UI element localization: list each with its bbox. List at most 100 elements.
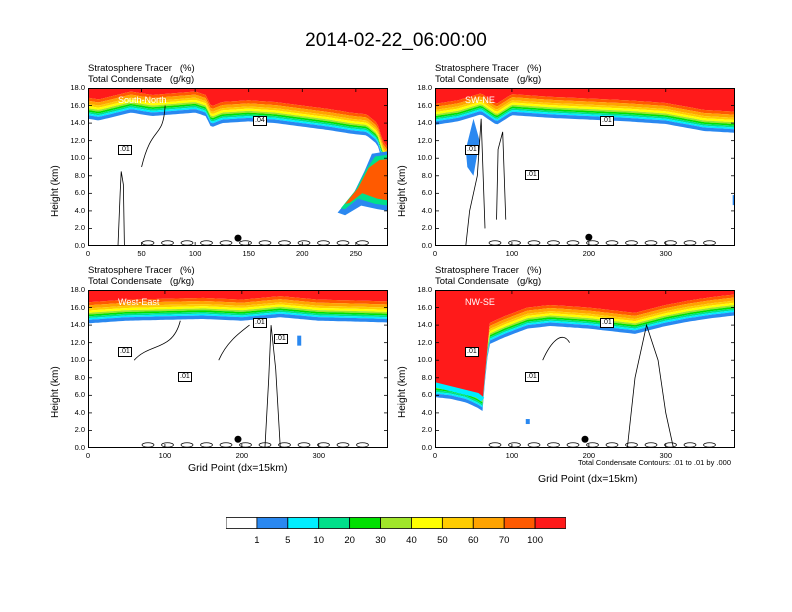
condensate-contour — [133, 320, 181, 361]
tracer-band-4 — [88, 302, 388, 311]
x-tick-label: 0 — [85, 451, 91, 460]
y-tick-label: 8.0 — [421, 372, 432, 382]
y-tick-label: 16.0 — [417, 302, 432, 312]
tracer-band-6 — [88, 306, 388, 315]
condensate-contour — [465, 118, 486, 246]
colorbar-swatch — [534, 517, 566, 529]
condensate-contour — [566, 442, 580, 448]
y-tick-label: 14.0 — [417, 118, 432, 128]
contour-label: .01 — [118, 144, 132, 155]
tracer-band-2 — [88, 91, 388, 151]
contour-label: .01 — [600, 318, 614, 329]
y-tick-label: 10.0 — [417, 355, 432, 365]
contour-label: .01 — [525, 170, 539, 181]
y-tick-label: 4.0 — [74, 407, 85, 417]
y-tick-label: 6.0 — [74, 188, 85, 198]
colorbar — [226, 517, 566, 529]
colorbar-tick-label: 70 — [498, 535, 510, 546]
figure-title: 2014-02-22_06:00:00 — [305, 30, 487, 51]
y-tick-label: 4.0 — [421, 205, 432, 215]
condensate-contour — [542, 336, 570, 361]
condensate-contour — [239, 442, 252, 448]
condensate-contour — [664, 442, 677, 448]
condensate-contour — [297, 442, 311, 448]
y-tick-label: 18.0 — [417, 285, 432, 294]
colorbar-swatch — [226, 517, 258, 529]
colorbar-tick-label: 60 — [467, 535, 479, 546]
contour-label: .04 — [253, 116, 267, 127]
condensate-contour — [644, 442, 658, 448]
condensate-contour — [336, 240, 350, 246]
colorbar-tick-label: 5 — [285, 535, 291, 546]
chart-plot-area — [435, 290, 735, 448]
condensate-contour — [605, 442, 619, 448]
condensate-contour — [297, 240, 311, 246]
colorbar-tick-label: 30 — [375, 535, 386, 546]
condensate-contour — [219, 442, 233, 448]
y-tick-label: 6.0 — [74, 390, 85, 400]
colorbar-swatch — [380, 517, 412, 529]
x-axis-label: Grid Point (dx=15km) — [538, 473, 638, 485]
condensate-contour — [336, 442, 350, 448]
tracer-band-9 — [435, 109, 735, 130]
x-tick-label: 300 — [659, 451, 673, 460]
y-tick-label: 6.0 — [421, 188, 432, 198]
y-tick-label: 0.0 — [421, 241, 432, 250]
y-tick-label: 10.0 — [70, 355, 85, 365]
tracer-band-10 — [435, 111, 735, 133]
condensate-contour — [488, 442, 502, 448]
condensate-contour — [626, 323, 674, 448]
chart-plot-area — [435, 88, 735, 246]
tracer-band-9 — [88, 312, 388, 320]
y-tick-label: 8.0 — [421, 170, 432, 180]
contour-note: Total Condensate Contours: .01 to .01 by… — [578, 458, 732, 467]
condensate-contour — [644, 240, 658, 246]
contour-label: .01 — [465, 144, 479, 155]
colorbar-swatch — [441, 517, 474, 529]
condensate-contour — [547, 240, 560, 246]
condensate-contour — [488, 240, 502, 246]
condensate-contour — [703, 442, 716, 448]
tracer-band-9 — [435, 310, 735, 408]
condensate-contour — [625, 240, 638, 246]
contour-label: .01 — [253, 318, 267, 329]
colorbar-swatch — [318, 517, 351, 529]
colorbar-swatch — [503, 517, 536, 529]
y-tick-label: 12.0 — [70, 337, 85, 347]
condensate-contour — [141, 442, 155, 448]
condensate-contour — [508, 240, 521, 246]
panel-label: South-North — [118, 95, 167, 105]
condensate-contour — [317, 240, 330, 246]
panel-label: West-East — [118, 297, 160, 307]
condensate-contour — [219, 240, 233, 246]
colorbar-swatch — [349, 517, 381, 529]
condensate-contour — [264, 325, 281, 448]
y-tick-label: 10.0 — [70, 153, 85, 163]
condensate-contour — [141, 105, 166, 168]
x-tick-label: 150 — [242, 249, 255, 258]
tracer-band-8 — [88, 310, 388, 319]
tracer-band-2 — [435, 93, 735, 115]
colorbar-tick-label: 20 — [344, 535, 355, 546]
condensate-contour — [508, 442, 521, 448]
x-tick-label: 300 — [312, 451, 326, 460]
condensate-contour — [356, 442, 369, 448]
x-tick-label: 0 — [432, 451, 438, 460]
colorbar-swatch — [287, 517, 320, 529]
condensate-contour — [180, 442, 194, 448]
x-tick-label: 50 — [137, 249, 146, 258]
condensate-contour — [218, 324, 250, 361]
x-axis-label: Grid Point (dx=15km) — [188, 462, 288, 474]
tracer-intrusion — [345, 159, 388, 204]
condensate-patch — [732, 195, 735, 206]
tracer-edge — [435, 382, 485, 402]
panel-1-header: Stratosphere Tracer (%) Total Condensate… — [88, 63, 195, 85]
tracer-band-1 — [435, 88, 735, 112]
y-tick-label: 12.0 — [417, 135, 432, 145]
y-tick-label: 12.0 — [417, 337, 432, 347]
y-tick-label: 14.0 — [70, 118, 85, 128]
y-tick-label: 2.0 — [421, 425, 432, 435]
colorbar-tick-label: 40 — [406, 535, 417, 546]
condensate-patch — [297, 335, 302, 346]
x-tick-label: 100 — [158, 451, 172, 460]
